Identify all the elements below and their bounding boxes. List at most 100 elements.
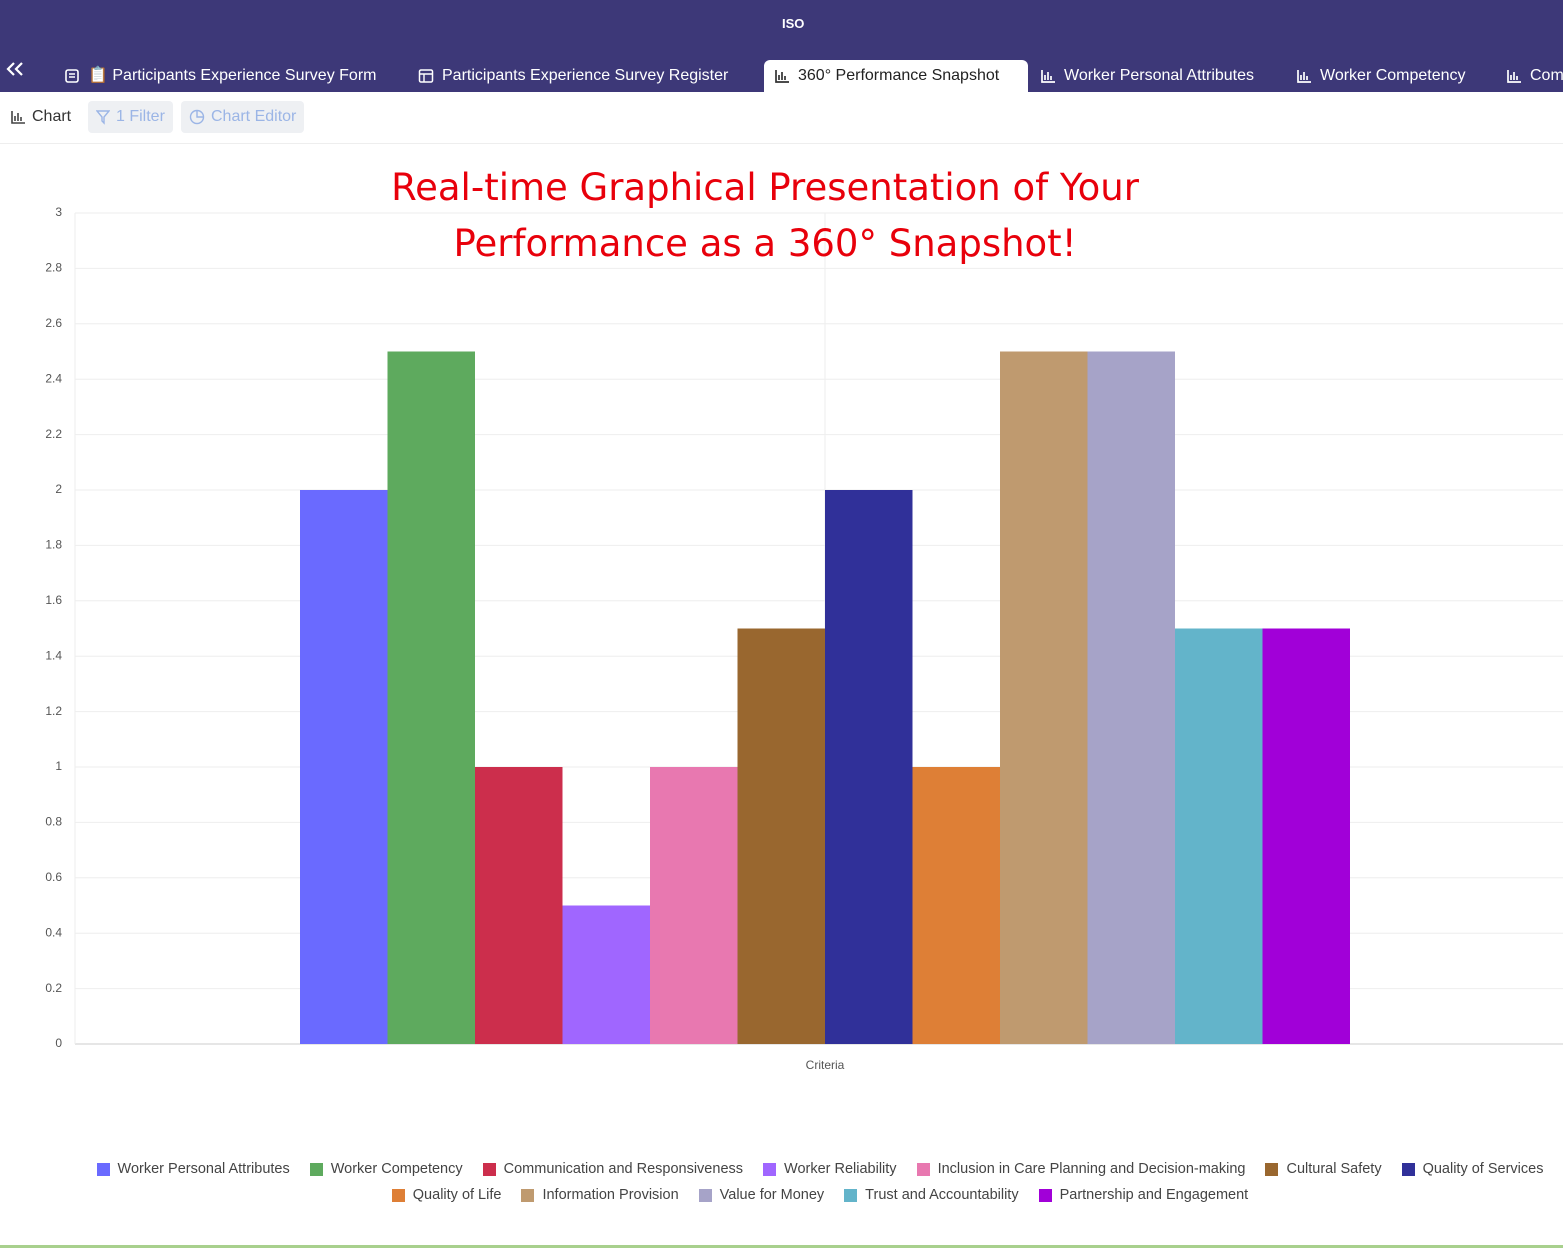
bar	[1000, 351, 1088, 1044]
filter-button[interactable]: 1 Filter	[88, 101, 173, 133]
chart-button[interactable]: Chart	[2, 101, 79, 133]
y-tick-label: 1.6	[45, 593, 62, 607]
y-tick-label: 2.8	[45, 261, 62, 275]
legend-label: Quality of Life	[412, 1187, 502, 1203]
y-tick-label: 0.8	[45, 815, 62, 829]
legend-swatch	[521, 1188, 535, 1202]
legend-label: Worker Competency	[330, 1161, 463, 1177]
tab-label: Com	[1530, 67, 1563, 84]
legend-label: Partnership and Engagement	[1059, 1187, 1249, 1203]
bar	[1262, 628, 1350, 1044]
bar	[387, 351, 475, 1044]
collapse-icon[interactable]	[6, 62, 24, 76]
tab[interactable]: Participants Experience Survey Register	[408, 60, 738, 92]
y-tick-label: 2.6	[45, 316, 62, 330]
legend-label: Worker Reliability	[784, 1161, 897, 1177]
legend-item[interactable]: Worker Personal Attributes	[96, 1160, 290, 1178]
button-label: Chart Editor	[211, 108, 297, 125]
y-tick-label: 1.2	[45, 704, 62, 718]
legend-item[interactable]: Quality of Life	[391, 1186, 502, 1204]
bar	[650, 767, 738, 1044]
bar	[912, 767, 1000, 1044]
legend: Worker Personal Attributes Worker Compete…	[95, 1160, 1545, 1204]
legend-swatch	[763, 1162, 777, 1176]
legend-label: Trust and Accountability	[865, 1187, 1019, 1203]
bar	[562, 905, 650, 1044]
legend-swatch	[1401, 1162, 1415, 1176]
y-tick-label: 2	[55, 482, 62, 496]
bar	[737, 628, 825, 1044]
tab-label: Participants Experience Survey Register	[442, 67, 729, 84]
legend-item[interactable]: Quality of Services	[1401, 1160, 1544, 1178]
button-label: Chart	[32, 108, 72, 125]
legend-label: Value for Money	[719, 1187, 825, 1203]
legend-label: Cultural Safety	[1286, 1161, 1382, 1177]
toolbar: Chart 1 Filter Chart Editor	[0, 92, 1563, 144]
tab-label: Worker Competency	[1320, 67, 1466, 84]
y-tick-label: 2.2	[45, 427, 62, 441]
legend-item[interactable]: Value for Money	[698, 1186, 825, 1204]
tab-icon	[1297, 70, 1311, 83]
y-tick-label: 1	[55, 759, 62, 773]
legend-item[interactable]: Communication and Responsiveness	[482, 1160, 744, 1178]
tab-label: Worker Personal Attributes	[1064, 67, 1255, 84]
legend-item[interactable]: Worker Reliability	[763, 1160, 897, 1178]
button-label: 1 Filter	[116, 108, 165, 125]
tab-bar: 📋 Participants Experience Survey Form Pa…	[0, 50, 1563, 92]
tab-active[interactable]: 360° Performance Snapshot	[764, 60, 1028, 92]
legend-item[interactable]: Inclusion in Care Planning and Decision-…	[916, 1160, 1246, 1178]
chart-title: Real-time Graphical Presentation of Your…	[391, 166, 1139, 265]
tab-icon	[1507, 70, 1521, 83]
legend-label: Communication and Responsiveness	[503, 1161, 744, 1177]
x-tick-label: Criteria	[806, 1058, 845, 1072]
tab-icon	[1041, 70, 1055, 83]
legend-swatch	[391, 1188, 405, 1202]
chart-editor-button[interactable]: Chart Editor	[181, 101, 305, 133]
tab-icon	[418, 69, 434, 83]
y-tick-label: 0.2	[45, 981, 62, 995]
legend-swatch	[916, 1162, 930, 1176]
y-tick-label: 0.6	[45, 870, 62, 884]
y-tick-label: 0.4	[45, 925, 62, 939]
legend-swatch	[96, 1162, 110, 1176]
legend-item[interactable]: Information Provision	[521, 1186, 679, 1204]
y-tick-label: 1.4	[45, 648, 62, 662]
legend-swatch	[1265, 1162, 1279, 1176]
legend-swatch	[309, 1162, 323, 1176]
bar	[475, 767, 563, 1044]
bar	[825, 490, 913, 1044]
legend-item[interactable]: Worker Competency	[309, 1160, 463, 1178]
tab[interactable]: 📋 Participants Experience Survey Form	[54, 60, 386, 92]
bar	[1175, 628, 1263, 1044]
tab-label: 📋 Participants Experience Survey Form	[88, 67, 377, 84]
tab[interactable]: Worker Competency	[1286, 60, 1476, 92]
legend-label: Worker Personal Attributes	[117, 1161, 290, 1177]
legend-swatch	[1038, 1188, 1052, 1202]
tab[interactable]: Worker Personal Attributes	[1030, 60, 1264, 92]
tab-label: 360° Performance Snapshot	[798, 67, 1000, 84]
chart-icon	[11, 111, 25, 124]
bar	[300, 490, 388, 1044]
legend-label: Inclusion in Care Planning and Decision-…	[937, 1161, 1246, 1177]
bar	[1087, 351, 1175, 1044]
y-tick-label: 3	[55, 205, 62, 219]
legend-label: Information Provision	[542, 1187, 679, 1203]
tab-icon	[775, 70, 789, 83]
legend-label: Quality of Services	[1422, 1161, 1544, 1177]
tab[interactable]: Com	[1496, 60, 1563, 92]
legend-swatch	[482, 1162, 496, 1176]
logo[interactable]: ISO	[782, 16, 805, 31]
legend-item[interactable]: Cultural Safety	[1265, 1160, 1382, 1178]
y-tick-label: 1.8	[45, 538, 62, 552]
legend-item[interactable]: Trust and Accountability	[844, 1186, 1019, 1204]
editor-icon	[189, 109, 205, 125]
legend-item[interactable]: Partnership and Engagement	[1038, 1186, 1249, 1204]
filter-icon	[96, 110, 110, 125]
tab-icon	[65, 69, 79, 83]
y-tick-label: 0	[55, 1036, 62, 1050]
top-bar: ISO	[0, 0, 1563, 50]
legend-swatch	[698, 1188, 712, 1202]
legend-swatch	[844, 1188, 858, 1202]
